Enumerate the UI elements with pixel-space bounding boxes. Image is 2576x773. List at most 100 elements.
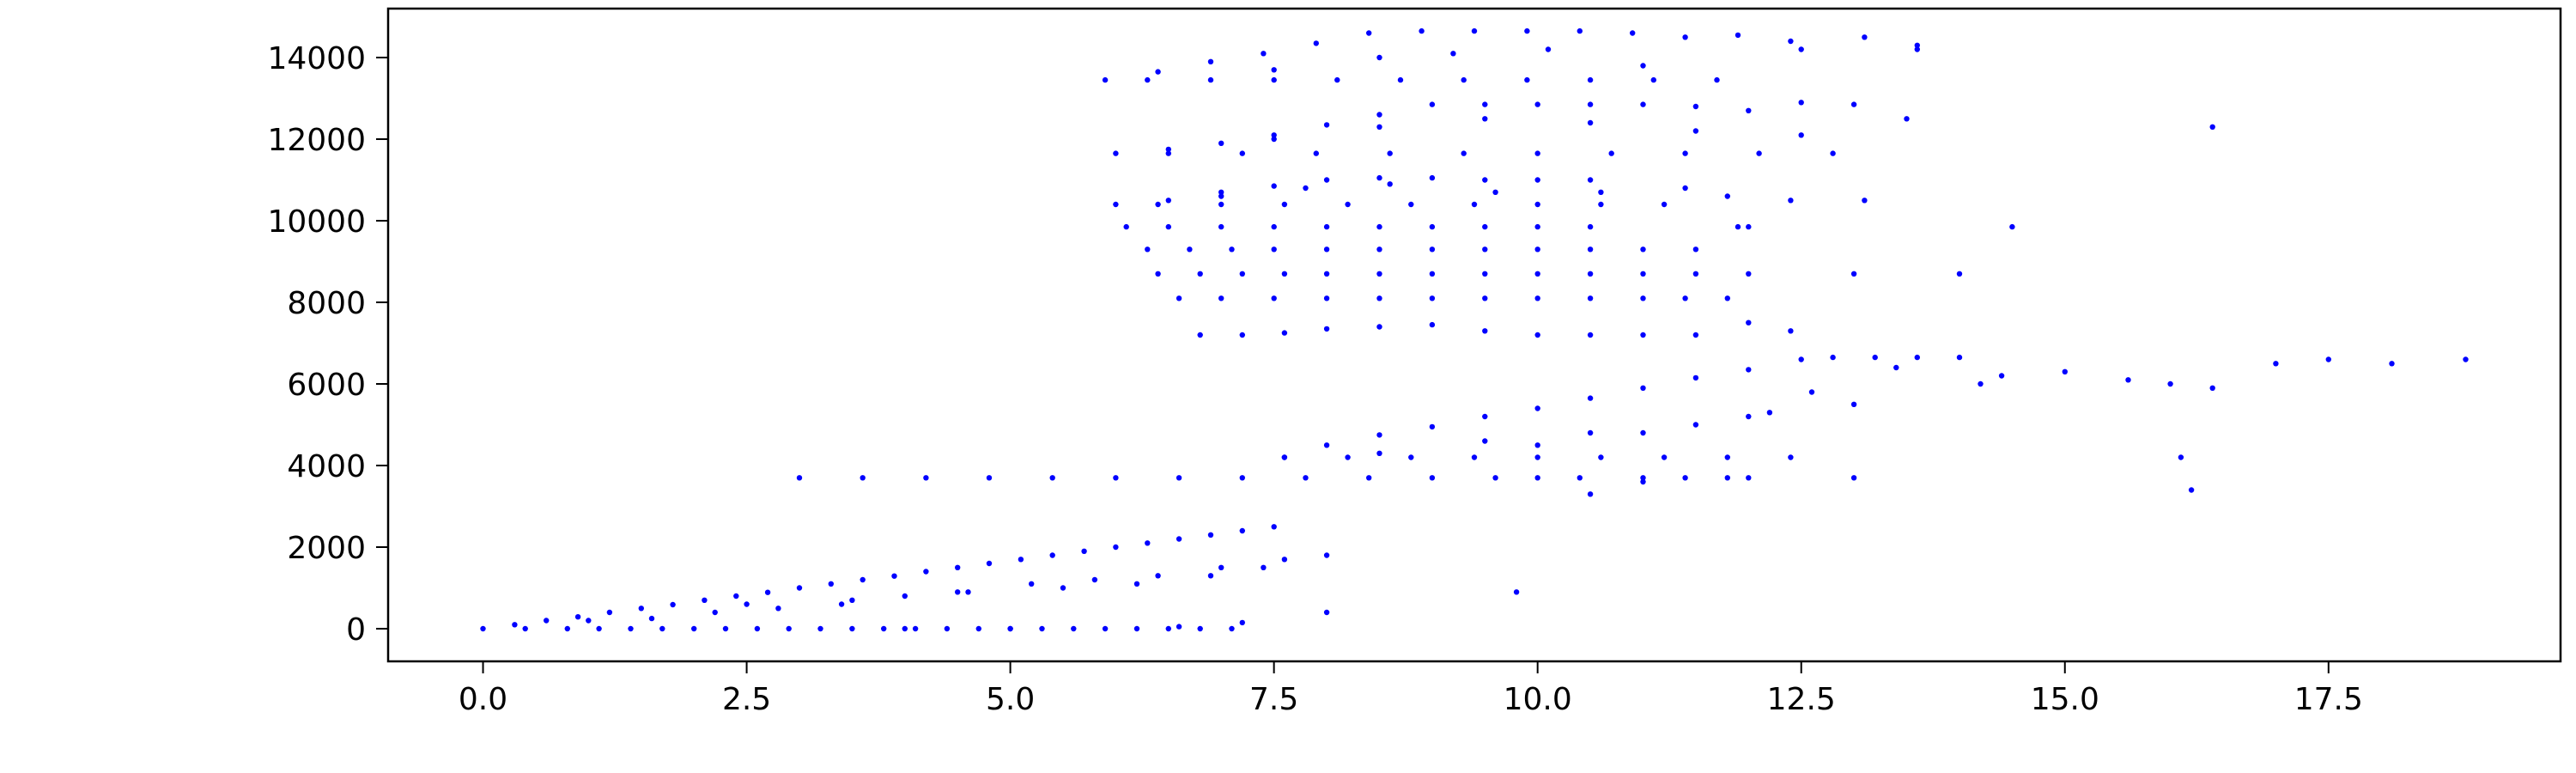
- data-point: [986, 475, 993, 481]
- data-point: [722, 625, 729, 632]
- data-point: [1577, 475, 1583, 481]
- data-point: [1239, 527, 1246, 534]
- data-point: [1155, 573, 1161, 579]
- data-point: [1102, 625, 1109, 632]
- x-tick-label: 7.5: [1249, 682, 1298, 717]
- data-point: [1176, 295, 1182, 301]
- data-point: [1239, 619, 1246, 626]
- data-point: [1534, 295, 1540, 301]
- data-point: [606, 609, 613, 616]
- data-point: [1133, 581, 1140, 587]
- data-point: [574, 614, 581, 620]
- data-point: [2125, 377, 2131, 383]
- data-point: [1429, 174, 1436, 181]
- data-point: [1577, 27, 1583, 34]
- data-point: [1640, 332, 1646, 338]
- data-point: [1482, 328, 1488, 334]
- data-point: [1788, 328, 1794, 334]
- data-point: [1271, 223, 1277, 230]
- data-point: [1376, 295, 1382, 301]
- data-point: [1145, 247, 1151, 253]
- data-point: [1788, 198, 1794, 204]
- data-point: [1640, 101, 1646, 107]
- data-point: [1323, 326, 1330, 332]
- data-point: [1376, 223, 1382, 230]
- x-tick-label: 15.0: [2031, 682, 2099, 717]
- data-point: [1724, 454, 1731, 460]
- data-point: [1113, 150, 1119, 156]
- data-point: [1640, 475, 1646, 481]
- y-tick-label: 14000: [267, 41, 366, 76]
- data-point: [1850, 475, 1857, 481]
- data-point: [1640, 429, 1646, 436]
- data-point: [912, 625, 919, 632]
- data-point: [1714, 76, 1720, 83]
- data-point: [796, 585, 803, 591]
- data-point: [1239, 332, 1246, 338]
- data-point: [1376, 174, 1382, 181]
- data-point: [1587, 247, 1594, 253]
- data-point: [1692, 128, 1699, 134]
- data-point: [1229, 625, 1235, 632]
- data-point: [1218, 223, 1224, 230]
- data-point: [2209, 385, 2215, 391]
- data-point: [1091, 576, 1098, 583]
- data-point: [1155, 201, 1161, 208]
- data-point: [1482, 177, 1488, 183]
- data-point: [1534, 247, 1540, 253]
- data-point: [1197, 625, 1203, 632]
- data-point: [1039, 625, 1045, 632]
- data-point: [817, 625, 823, 632]
- data-point: [881, 625, 887, 632]
- data-point: [1376, 247, 1382, 253]
- data-point: [1640, 247, 1646, 253]
- data-point: [1534, 271, 1540, 277]
- data-point: [1587, 119, 1594, 126]
- data-point: [1534, 332, 1540, 338]
- data-point: [638, 606, 644, 612]
- data-point: [1682, 185, 1688, 192]
- data-point: [1534, 177, 1540, 183]
- data-point: [1998, 373, 2005, 379]
- data-point: [1113, 201, 1119, 208]
- data-point: [1808, 389, 1815, 395]
- data-point: [1345, 454, 1351, 460]
- data-point: [1482, 247, 1488, 253]
- data-point: [828, 581, 834, 587]
- y-tick-label: 10000: [267, 204, 366, 240]
- data-point: [1429, 423, 1436, 430]
- data-point: [944, 625, 951, 632]
- data-point: [796, 475, 803, 481]
- data-point: [764, 589, 771, 595]
- data-point: [975, 625, 982, 632]
- data-point: [1756, 150, 1762, 156]
- data-point: [1746, 320, 1752, 326]
- data-point: [712, 609, 718, 616]
- data-point: [522, 625, 528, 632]
- data-point: [1598, 454, 1604, 460]
- data-point: [1587, 101, 1594, 107]
- data-point: [1303, 475, 1309, 481]
- plot-frame: [386, 7, 2562, 663]
- data-point: [2178, 454, 2184, 460]
- data-point: [1281, 330, 1288, 336]
- data-point: [1366, 30, 1372, 36]
- data-point: [849, 625, 855, 632]
- data-point: [1376, 324, 1382, 330]
- data-point: [1587, 429, 1594, 436]
- data-point: [1661, 201, 1668, 208]
- data-point: [1187, 247, 1193, 253]
- data-point: [1598, 201, 1604, 208]
- data-point: [1376, 450, 1382, 456]
- data-point: [1207, 532, 1214, 538]
- data-point: [1323, 223, 1330, 230]
- data-point: [544, 618, 550, 624]
- data-point: [733, 593, 739, 600]
- data-point: [480, 625, 486, 632]
- data-points: [480, 27, 2469, 632]
- data-point: [1176, 536, 1182, 542]
- x-tick-label: 10.0: [1504, 682, 1572, 717]
- data-point: [1271, 183, 1277, 189]
- data-point: [1271, 295, 1277, 301]
